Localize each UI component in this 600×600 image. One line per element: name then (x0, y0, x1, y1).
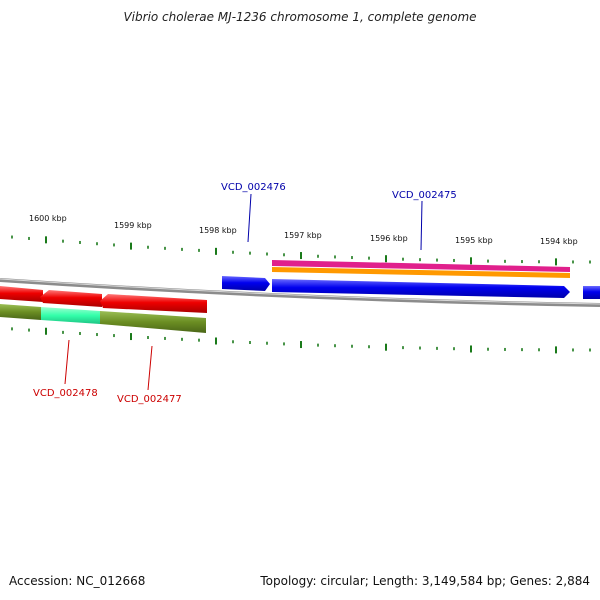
feature-track-orange[interactable] (272, 267, 570, 278)
feature-track-olive-left[interactable] (0, 304, 41, 320)
scale-ticks-inner (11, 327, 591, 354)
map-title: Vibrio cholerae MJ-1236 chromosome 1, co… (123, 10, 477, 24)
scale-label-1594: 1594 kbp (540, 237, 578, 246)
gene-VCD_002477[interactable] (100, 294, 207, 313)
leader-VCD_002475 (420, 200, 423, 251)
scale-label-1595: 1595 kbp (455, 236, 493, 245)
gene-VCD_002476[interactable] (222, 276, 270, 291)
scale-label-1596: 1596 kbp (370, 234, 408, 243)
gene-partial-left[interactable] (0, 286, 43, 302)
accession-label: Accession: NC_012668 (9, 574, 146, 588)
leader-VCD_002478 (64, 339, 70, 385)
genome-backbone-highlight (0, 278, 600, 305)
gene-label-VCD_002476[interactable]: VCD_002476 (221, 182, 286, 193)
gene-partial-right[interactable] (583, 286, 600, 299)
scale-label-1599: 1599 kbp (114, 221, 152, 230)
gene-label-VCD_002477[interactable]: VCD_002477 (117, 394, 182, 405)
gene-label-VCD_002475[interactable]: VCD_002475 (392, 190, 457, 201)
scale-label-1600: 1600 kbp (29, 214, 67, 223)
feature-track-magenta[interactable] (272, 260, 570, 272)
genome-summary: Topology: circular; Length: 3,149,584 bp… (260, 574, 590, 588)
scale-ticks-outer (11, 235, 591, 266)
scale-label-1598: 1598 kbp (199, 226, 237, 235)
leader-VCD_002476 (247, 193, 252, 243)
gene-label-VCD_002478[interactable]: VCD_002478 (33, 388, 98, 399)
gene-VCD_002475[interactable] (272, 279, 570, 298)
feature-track-cyan[interactable] (41, 307, 100, 324)
feature-track-olive-right[interactable] (100, 311, 206, 333)
leader-VCD_002477 (147, 345, 153, 391)
scale-label-1597: 1597 kbp (284, 231, 322, 240)
genome-backbone (0, 278, 600, 307)
gene-VCD_002478[interactable] (40, 290, 102, 307)
